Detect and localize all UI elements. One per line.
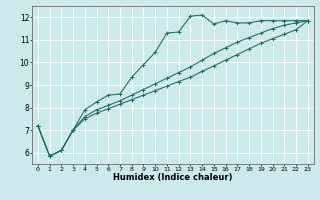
X-axis label: Humidex (Indice chaleur): Humidex (Indice chaleur) bbox=[113, 173, 233, 182]
